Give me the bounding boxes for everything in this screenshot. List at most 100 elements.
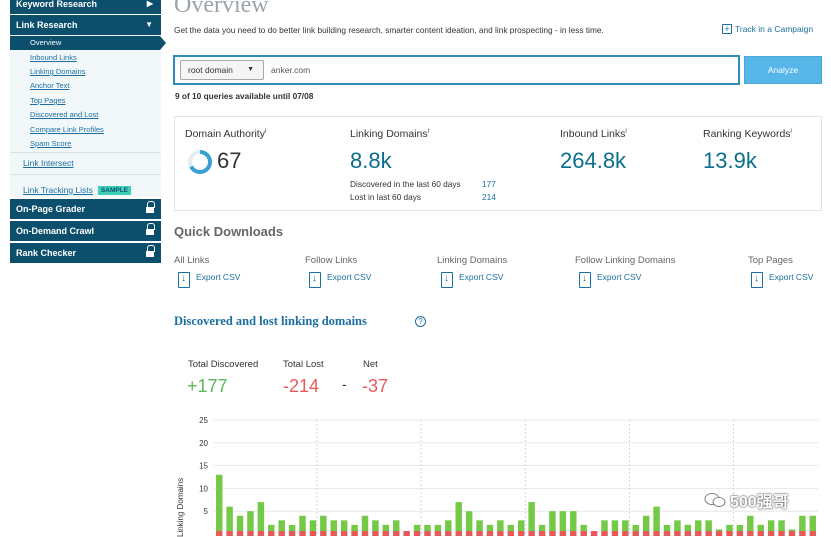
export-csv-button[interactable]: Export CSV — [579, 272, 641, 288]
page-title: Overview — [174, 0, 269, 18]
bar-lost — [445, 531, 452, 536]
lost-value[interactable]: 214 — [482, 192, 496, 202]
bar-discovered — [278, 520, 285, 531]
sidebar-item-keyword-research[interactable]: Keyword Research ▶ — [10, 0, 161, 14]
gauge-fill — [188, 150, 212, 174]
sidebar-item-rank-checker[interactable]: Rank Checker — [10, 243, 161, 263]
bar-discovered — [705, 520, 712, 531]
info-icon: i — [427, 128, 429, 135]
bar-lost — [351, 531, 358, 536]
bar-lost — [528, 531, 535, 536]
sidebar-item-link-intersect[interactable]: Link Intersect — [23, 158, 74, 168]
bar-lost — [767, 531, 775, 536]
domain-type-select[interactable]: root domain ▼ — [180, 60, 264, 80]
export-csv-button[interactable]: Export CSV — [441, 272, 503, 288]
bar-discovered — [476, 520, 483, 531]
bar-lost — [393, 531, 400, 536]
linking-domains-label: Linking Domainsi — [350, 128, 429, 140]
sidebar-item-link-research[interactable]: Link Research ▼ — [10, 15, 161, 35]
sidebar-item-overview[interactable]: Overview — [10, 36, 166, 50]
bar-lost — [538, 531, 546, 536]
bar-discovered — [445, 520, 452, 531]
bar-lost — [705, 531, 712, 536]
download-label: Follow Links — [305, 255, 358, 266]
divider — [10, 174, 161, 175]
analyze-button[interactable]: Analyze — [744, 56, 822, 84]
sidebar-item-on-demand-crawl[interactable]: On-Demand Crawl — [10, 221, 161, 241]
total-lost-value: -214 — [283, 376, 320, 396]
sidebar-item-inbound-links[interactable]: Inbound Links — [30, 53, 77, 62]
track-campaign-link[interactable]: + Track in a Campaign — [722, 24, 813, 34]
bar-lost — [278, 531, 285, 536]
inbound-links-label: Inbound Linksi — [560, 128, 627, 140]
y-tick-label: 15 — [199, 462, 208, 471]
watermark: 500强哥 — [730, 494, 789, 511]
bar-lost — [747, 531, 754, 536]
bar-lost — [653, 531, 660, 536]
export-csv-button[interactable]: Export CSV — [178, 272, 240, 288]
sidebar-item-compare-link-profiles[interactable]: Compare Link Profiles — [30, 125, 104, 134]
bar-discovered — [559, 511, 567, 531]
bar-discovered — [226, 506, 233, 531]
bar-discovered — [809, 515, 817, 531]
bar-lost — [413, 531, 421, 536]
lock-icon — [146, 223, 155, 235]
bar-discovered — [663, 524, 671, 531]
bar-discovered — [257, 502, 265, 531]
sidebar-item-linking-domains[interactable]: Linking Domains — [30, 67, 86, 76]
bar-discovered — [507, 524, 515, 531]
bar-discovered — [299, 515, 306, 531]
discovered-value[interactable]: 177 — [482, 179, 496, 189]
export-csv-button[interactable]: Export CSV — [309, 272, 371, 288]
bar-discovered — [340, 520, 348, 531]
bar-discovered — [215, 474, 223, 531]
export-csv-button[interactable]: Export CSV — [751, 272, 813, 288]
sidebar-item-link-tracking-lists[interactable]: Link Tracking Lists SAMPLE — [23, 180, 132, 198]
bar-lost — [580, 531, 587, 536]
bar-discovered — [632, 524, 639, 531]
separator: - — [342, 376, 347, 392]
bar-lost — [663, 531, 671, 536]
bar-discovered — [486, 524, 494, 531]
y-tick-label: 10 — [199, 484, 208, 493]
total-lost-label: Total Lost — [283, 359, 324, 370]
info-icon[interactable]: ? — [415, 316, 426, 327]
metrics-panel: Domain Authorityi 67 Linking Domainsi 8.… — [174, 116, 822, 211]
bar-lost — [695, 531, 702, 536]
bar-discovered — [674, 520, 681, 531]
bar-discovered — [767, 520, 775, 531]
download-label: Top Pages — [748, 255, 793, 266]
bar-discovered — [715, 529, 723, 531]
info-icon: i — [625, 128, 627, 135]
divider — [10, 152, 161, 153]
quick-downloads-title: Quick Downloads — [174, 224, 284, 239]
bar-lost — [570, 531, 577, 536]
bar-lost — [736, 531, 744, 536]
caret-down-icon: ▼ — [247, 66, 254, 73]
bar-lost — [340, 531, 348, 536]
bar-lost — [247, 531, 254, 536]
sidebar-item-discovered-lost[interactable]: Discovered and Lost — [30, 110, 99, 119]
bar-lost — [809, 531, 817, 536]
info-icon: i — [790, 128, 792, 135]
bar-lost — [434, 531, 442, 536]
bar-discovered — [538, 524, 546, 531]
sidebar-item-top-pages[interactable]: Top Pages — [30, 96, 66, 105]
y-tick-label: 5 — [204, 507, 209, 516]
ranking-keywords-label: Ranking Keywordsi — [703, 128, 792, 140]
bar-discovered — [455, 502, 462, 531]
domain-input[interactable] — [271, 60, 721, 80]
bar-discovered — [570, 511, 577, 531]
sidebar-item-on-page-grader[interactable]: On-Page Grader — [10, 199, 161, 219]
sidebar-item-label[interactable]: Link Tracking Lists — [23, 185, 93, 195]
bar-lost — [236, 531, 244, 536]
sidebar-item-label: Link Research — [16, 20, 78, 30]
sidebar-item-spam-score[interactable]: Spam Score — [30, 139, 72, 148]
bar-discovered — [778, 520, 785, 531]
bar-discovered — [288, 524, 296, 531]
bar-discovered — [695, 520, 702, 531]
bar-lost — [424, 531, 431, 536]
sidebar-item-anchor-text[interactable]: Anchor Text — [30, 81, 70, 90]
bar-lost — [517, 531, 525, 536]
bar-discovered — [736, 524, 744, 531]
